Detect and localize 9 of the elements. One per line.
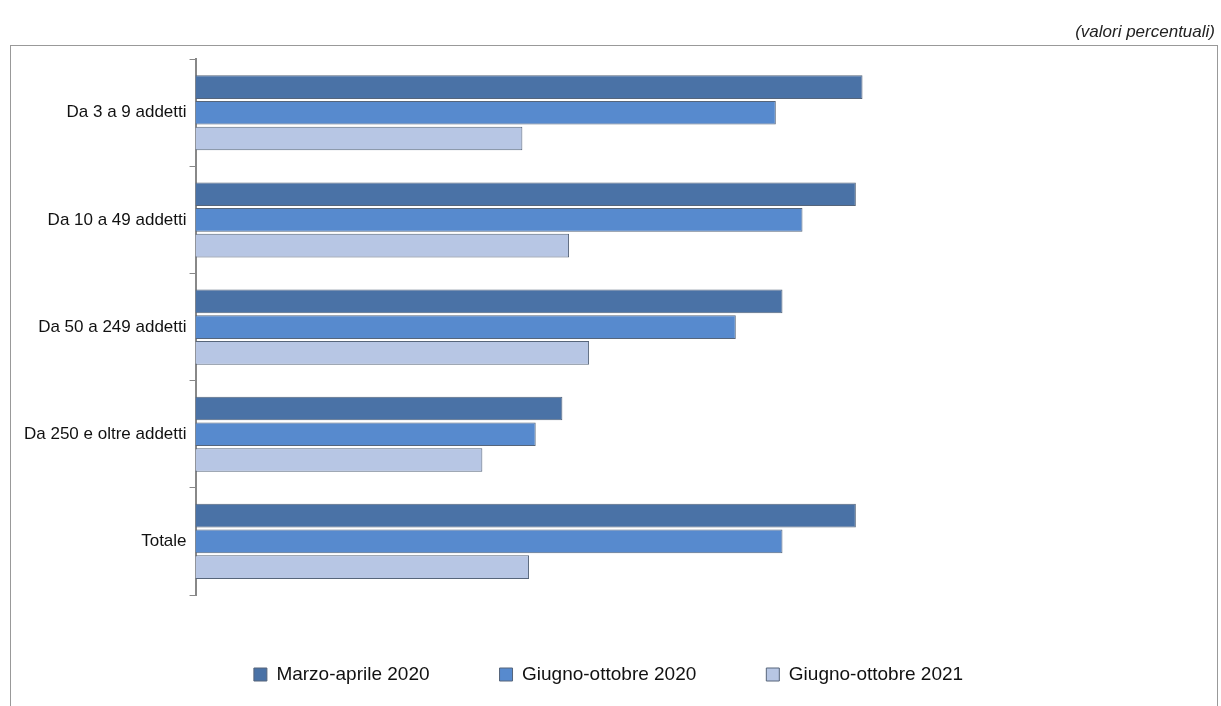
y-tick-label: Da 250 e oltre addetti [23,423,187,443]
text: (valori percentuali) [1075,22,1215,42]
legend-label: Giugno-ottobre 2021 [788,662,964,684]
legend-label: Marzo-aprile 2020 [276,662,430,684]
y-tick-label: Da 50 a 249 addetti [38,316,187,336]
y-tick-label: Da 3 a 9 addetti [66,102,187,122]
y-tick-label: Totale [141,531,187,551]
y-tick-label: Da 10 a 49 addetti [47,209,187,229]
legend-label: Giugno-ottobre 2020 [522,662,697,684]
